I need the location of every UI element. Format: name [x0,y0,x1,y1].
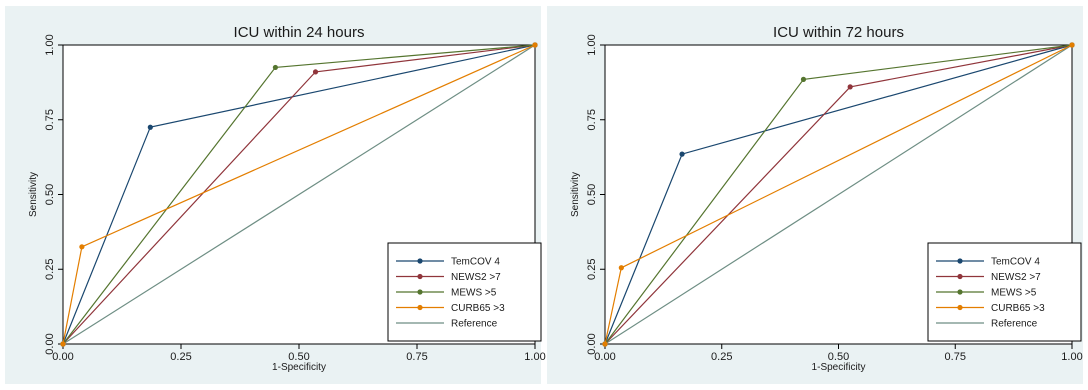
data-point-curb65-3 [602,341,608,347]
y-axis-label: Sensitivity [28,172,39,217]
legend-label: MEWS >5 [991,288,1037,299]
legend: TemCOV 4 NEWS2 >7 MEWS >5 CURB65 >3 Referenc… [387,242,542,342]
y-tick-label: 0.25 [586,259,598,280]
legend-label: Reference [451,319,498,330]
legend-label: MEWS >5 [451,288,497,299]
y-tick-label: 0.00 [586,333,598,354]
y-tick-label: 0.50 [586,184,598,205]
legend-swatch-marker [957,304,963,311]
data-point-mews-5 [272,64,278,71]
legend-label: TemCOV 4 [451,257,500,268]
y-tick-label: 1.00 [586,34,598,55]
data-point-curb65-3 [1069,42,1075,48]
roc-panel-1: ICU within 24 hours 0.00 0.25 0.50 0.75 1.00 0… [5,6,546,384]
legend-label: CURB65 >3 [991,303,1045,314]
legend-swatch-marker [957,289,963,295]
chart-title: ICU within 72 hours [773,24,904,41]
y-axis-label: Sensitivity [570,172,581,217]
x-tick-label: 0.00 [594,351,615,363]
x-tick-label: 0.75 [406,351,427,363]
x-axis-label: 1-Specificity [272,362,326,373]
legend-swatch-marker [417,258,423,264]
y-tick-label: 0.75 [586,109,598,130]
legend-label: NEWS2 >7 [991,272,1041,283]
x-axis-label: 1-Specificity [812,362,866,373]
legend-label: Reference [991,319,1038,330]
legend-swatch-marker [417,304,423,311]
data-point-curb65-3 [532,42,538,48]
x-tick-label: 1.00 [1061,351,1082,363]
x-tick-label: 0.25 [711,351,732,363]
data-point-news2-7 [312,69,319,75]
chart-title: ICU within 24 hours [234,24,365,41]
legend-label: CURB65 >3 [451,303,505,314]
legend-label: TemCOV 4 [991,257,1040,268]
x-tick-label: 0.50 [288,351,309,363]
series-line-reference [62,44,536,345]
data-point-curb65-3 [618,265,624,271]
data-point-temcov-4 [147,124,153,130]
x-tick-label: 0.75 [945,351,966,363]
y-tick-label: 1.00 [44,34,56,55]
data-point-mews-5 [800,76,807,82]
legend-swatch-marker [957,273,963,280]
data-point-curb65-3 [60,341,66,347]
y-tick-label: 0.50 [44,184,56,205]
x-tick-label: 0.50 [828,351,849,363]
y-tick-label: 0.25 [44,259,56,280]
legend-swatch-marker [957,258,963,264]
roc-panel-2: ICU within 72 hours 0.00 0.25 0.50 0.75 1.00 0… [547,6,1083,384]
x-tick-label: 0.25 [170,351,191,363]
legend: TemCOV 4 NEWS2 >7 MEWS >5 CURB65 >3 Referenc… [927,242,1082,342]
legend-swatch-marker [417,289,423,295]
data-point-curb65-3 [79,244,85,250]
x-tick-label: 0.00 [52,351,73,363]
y-tick-label: 0.75 [44,109,56,130]
series-line-reference [604,44,1073,345]
legend-label: NEWS2 >7 [451,272,501,283]
legend-swatch-marker [417,273,423,280]
data-point-temcov-4 [679,151,685,157]
y-tick-label: 0.00 [44,333,56,354]
data-point-news2-7 [847,84,853,90]
x-tick-label: 1.00 [524,351,545,363]
